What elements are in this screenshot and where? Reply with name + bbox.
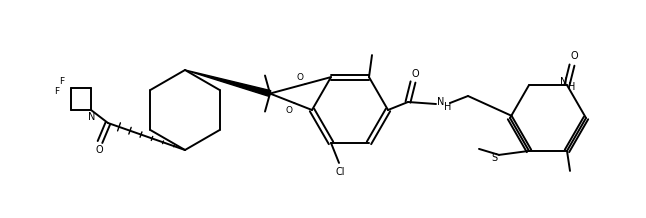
Text: Cl: Cl — [335, 167, 345, 177]
Text: N: N — [89, 112, 96, 122]
Text: S: S — [491, 153, 497, 163]
Text: N: N — [437, 97, 444, 107]
Text: H: H — [568, 82, 576, 92]
Text: F: F — [54, 87, 59, 97]
Text: H: H — [444, 102, 452, 112]
Text: O: O — [286, 106, 293, 115]
Text: F: F — [59, 77, 65, 85]
Text: O: O — [297, 73, 304, 82]
Text: O: O — [95, 145, 103, 155]
Text: N: N — [560, 77, 568, 87]
Polygon shape — [185, 70, 271, 96]
Text: O: O — [412, 69, 419, 79]
Text: O: O — [570, 51, 578, 61]
